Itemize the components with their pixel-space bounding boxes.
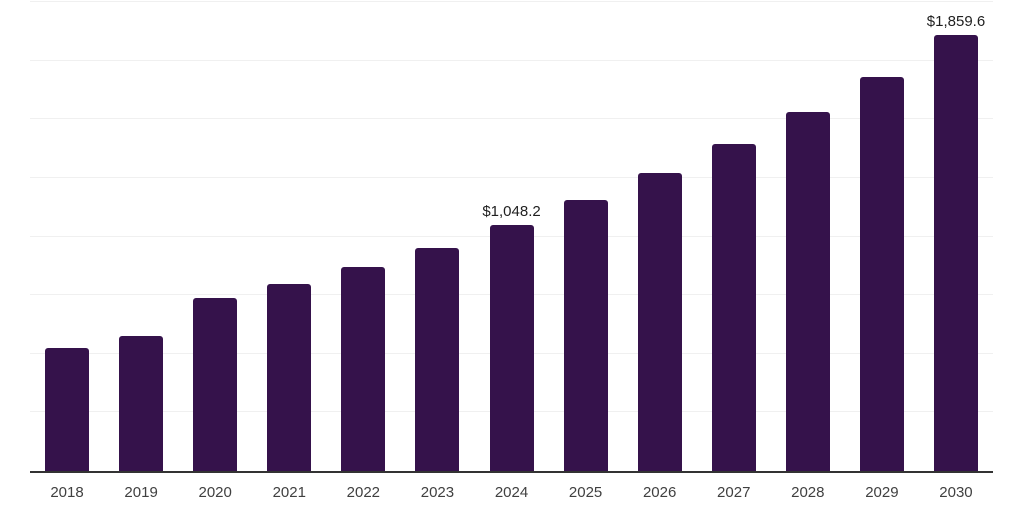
bar-column-2023 [400, 2, 474, 471]
x-tick-2021: 2021 [272, 484, 306, 501]
bar-2018 [45, 347, 90, 471]
bar-2022 [341, 267, 386, 471]
x-tick-2024: 2024 [494, 484, 529, 501]
plot-area: $1,048.2 $1,859.6 [30, 1, 993, 473]
bar-2029 [859, 76, 904, 471]
bar-column-2018 [30, 2, 104, 471]
bar-2023 [415, 247, 460, 471]
data-label-2030: $1,859.6 [926, 12, 986, 30]
bar-column-2021 [252, 2, 326, 471]
bar-2028 [785, 112, 830, 471]
bar-column-2027 [697, 2, 771, 471]
bar-2020 [193, 297, 238, 471]
bar-2027 [711, 143, 756, 471]
bar-2019 [119, 336, 164, 471]
gridline [30, 176, 993, 178]
x-tick-2029: 2029 [865, 484, 899, 501]
gridline [30, 118, 993, 120]
x-tick-2023: 2023 [420, 484, 455, 501]
bar-2026 [637, 173, 682, 471]
bar-column-2029 [845, 2, 919, 471]
bar-column-2030: $1,859.6 [919, 2, 993, 471]
gridline [30, 1, 993, 2]
bar-2030 [933, 34, 978, 471]
gridline [30, 59, 993, 61]
bar-column-2022 [326, 2, 400, 471]
bar-column-2019 [104, 2, 178, 471]
bar-column-2028 [771, 2, 845, 471]
bar-2024 [489, 225, 534, 471]
x-tick-2022: 2022 [346, 484, 381, 501]
x-tick-2027: 2027 [717, 484, 751, 501]
data-label-2024: $1,048.2 [482, 203, 541, 221]
bar-column-2026 [623, 2, 697, 471]
x-tick-2019: 2019 [124, 484, 158, 501]
x-tick-2030: 2030 [939, 484, 973, 501]
x-tick-2020: 2020 [198, 484, 232, 501]
bar-2025 [563, 200, 608, 471]
bar-column-2024: $1,048.2 [474, 2, 548, 471]
bar-column-2025 [549, 2, 623, 471]
x-axis-labels: 2018 2019 2020 2021 2022 2023 2024 2025 2026 2027… [30, 484, 993, 501]
bar-column-2020 [178, 2, 252, 471]
x-tick-2028: 2028 [791, 484, 825, 501]
bars-container: $1,048.2 $1,859.6 [30, 2, 993, 471]
x-tick-2026: 2026 [642, 484, 677, 501]
bar-2021 [267, 284, 312, 471]
x-tick-2018: 2018 [50, 484, 84, 501]
x-tick-2025: 2025 [568, 484, 603, 501]
